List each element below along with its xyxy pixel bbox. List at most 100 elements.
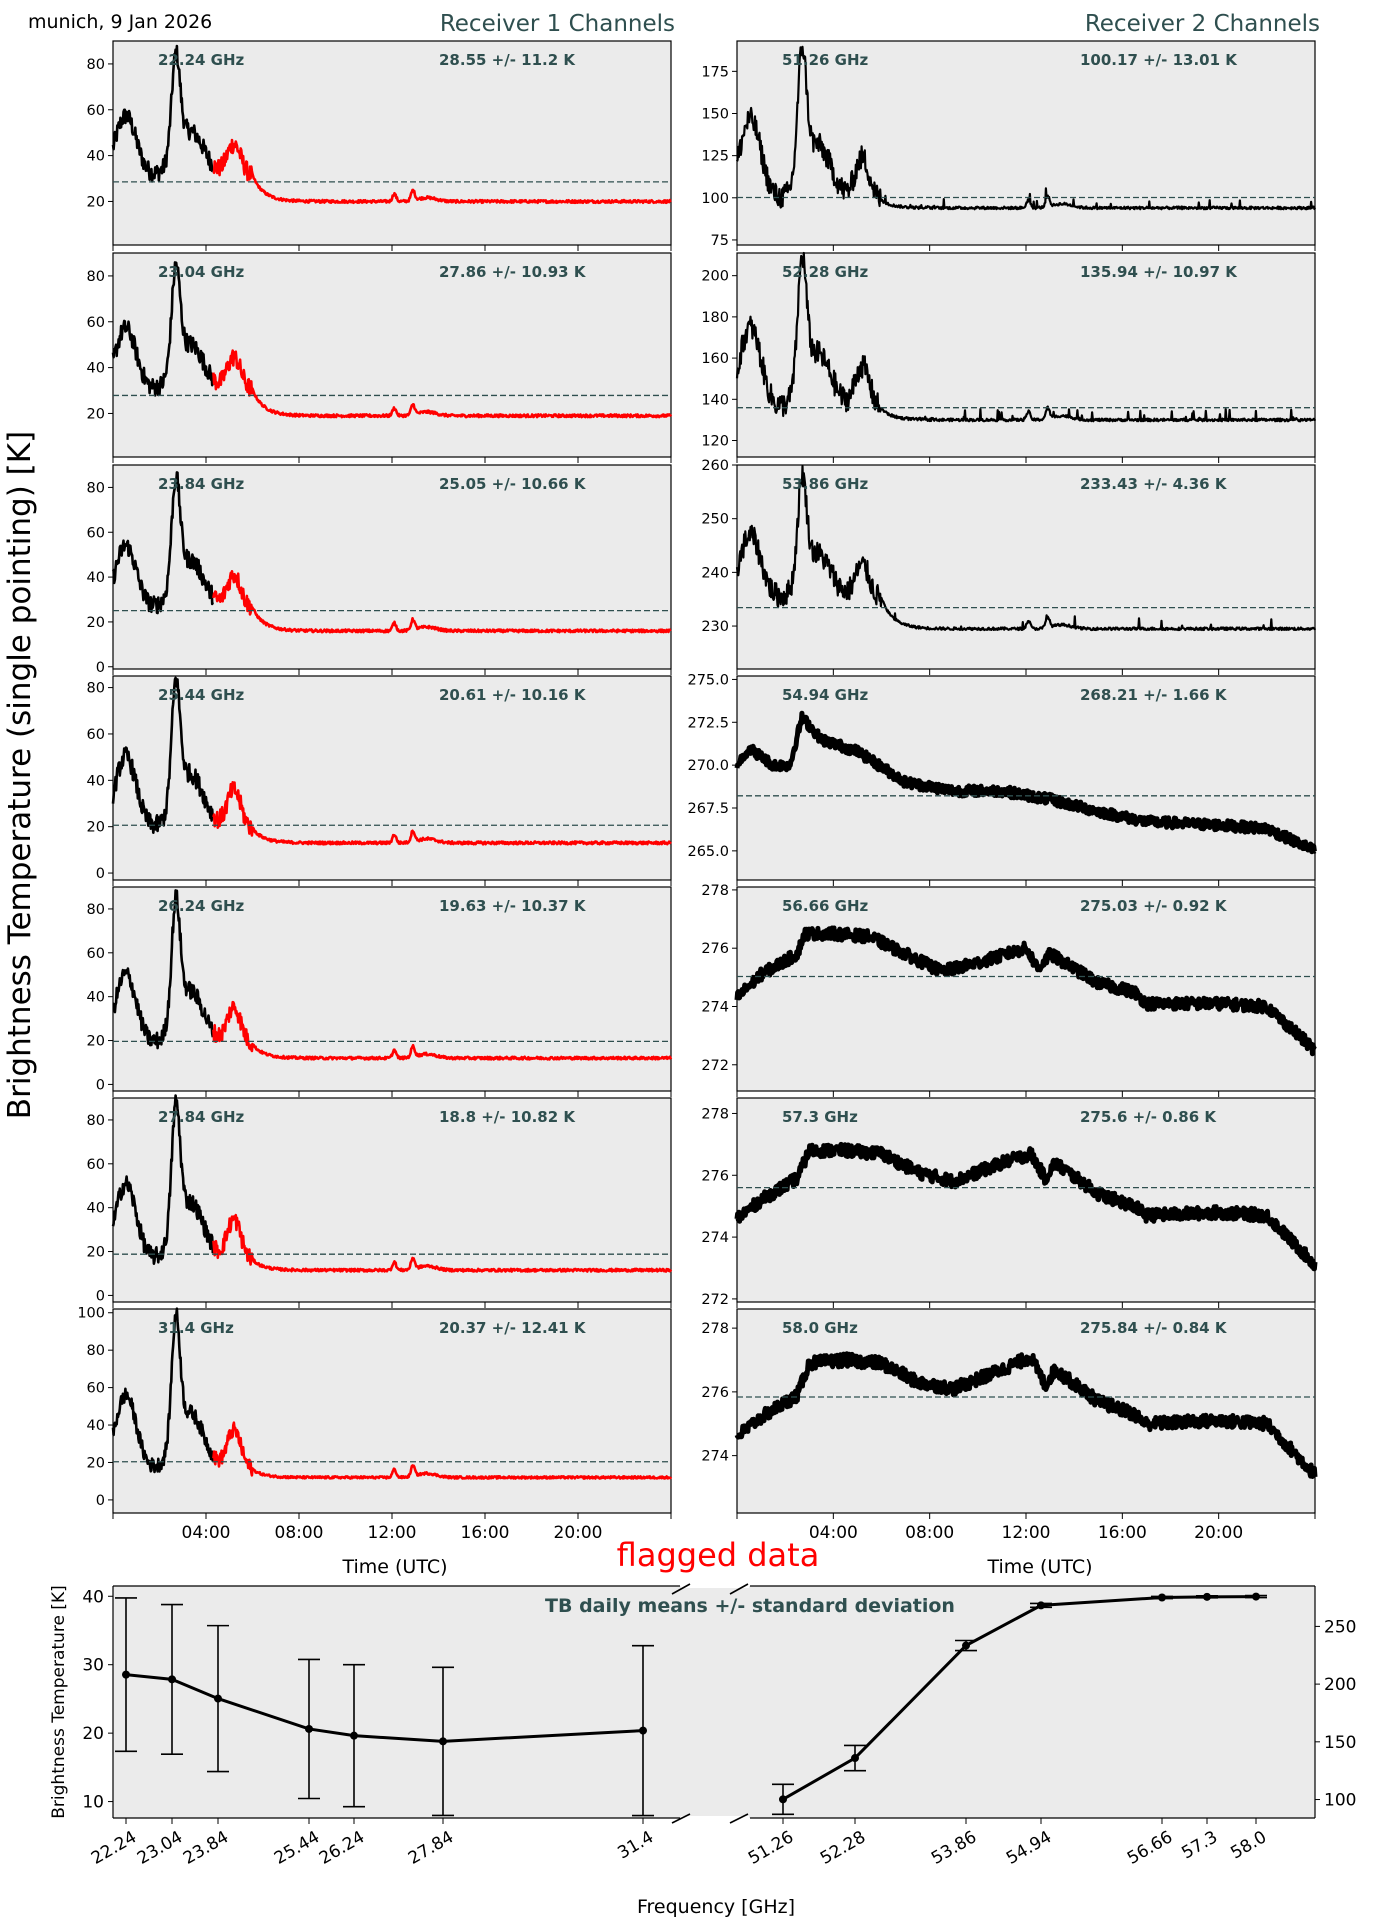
axis-break-mark bbox=[729, 1583, 749, 1595]
receiver1-panels: 20 40 60 80 22.24 GHz 28.55 +/- 11.2 K 20 40 60 8… bbox=[77, 40, 673, 1543]
y-tick-label: 60 bbox=[87, 525, 105, 541]
summary-title: TB daily means +/- standard deviation bbox=[545, 1595, 955, 1617]
y-tick-label: 20 bbox=[82, 1724, 104, 1744]
timeseries-panel: 0 20 40 60 80 26.24 GHz 19.63 +/- 10.37 K bbox=[87, 886, 673, 1097]
mean-marker bbox=[168, 1675, 176, 1684]
flagged-data-series bbox=[212, 138, 672, 205]
y-tick-label: 20 bbox=[87, 194, 105, 210]
channel-frequency-label: 51.26 GHz bbox=[782, 51, 869, 69]
channel-frequency-label: 26.24 GHz bbox=[158, 897, 245, 915]
mean-marker bbox=[1037, 1601, 1045, 1610]
panel-background bbox=[736, 1097, 1316, 1303]
summary-ylabel: Brightness Temperature [K] bbox=[49, 1585, 69, 1818]
mean-marker bbox=[779, 1795, 787, 1804]
y-tick-label: 20 bbox=[87, 1034, 105, 1050]
panel-background bbox=[112, 464, 672, 670]
y-tick-label: 100 bbox=[1324, 1791, 1356, 1811]
panel-background bbox=[112, 675, 672, 881]
y-tick-label: 175 bbox=[701, 64, 729, 80]
y-tick-label: 20 bbox=[87, 820, 105, 836]
y-tick-label: 20 bbox=[87, 1245, 105, 1261]
y-tick-label: 40 bbox=[87, 1418, 105, 1434]
y-tick-label: 274 bbox=[701, 1449, 729, 1465]
channel-stats-label: 28.55 +/- 11.2 K bbox=[439, 51, 576, 69]
timeseries-panel: 75 100 125 150 175 51.26 GHz 100.17 +/- 13.01 … bbox=[701, 40, 1317, 251]
y-tick-label: 278 bbox=[701, 883, 729, 899]
y-tick-label: 40 bbox=[87, 773, 105, 789]
channel-stats-label: 275.84 +/- 0.84 K bbox=[1080, 1319, 1228, 1337]
y-tick-label: 276 bbox=[701, 1168, 729, 1184]
channel-frequency-label: 57.3 GHz bbox=[782, 1108, 858, 1126]
timeseries-panel: 274 276 278 04:00 08:00 12:00 16:00 20:00 58.0 G… bbox=[701, 1308, 1318, 1543]
y-tick-label: 100 bbox=[77, 1306, 105, 1322]
x-tick-label: 08:00 bbox=[275, 1523, 324, 1543]
global-ylabel: Brightness Temperature (single pointing)… bbox=[2, 431, 38, 1119]
y-tick-label: 270.0 bbox=[687, 758, 729, 774]
x-tick-label: 12:00 bbox=[368, 1523, 417, 1543]
x-tick-label: 54.94 bbox=[1003, 1827, 1055, 1869]
y-tick-label: 150 bbox=[1324, 1733, 1356, 1753]
channel-stats-label: 233.43 +/- 4.36 K bbox=[1080, 475, 1228, 493]
good-data-series bbox=[111, 1094, 215, 1265]
mean-marker bbox=[305, 1724, 313, 1733]
y-tick-label: 250 bbox=[1324, 1617, 1356, 1637]
flagged-data-series bbox=[212, 781, 672, 846]
x-tick-label: 52.28 bbox=[817, 1827, 869, 1869]
y-tick-label: 40 bbox=[87, 149, 105, 165]
mean-marker bbox=[1252, 1592, 1260, 1601]
y-tick-label: 278 bbox=[701, 1321, 729, 1337]
x-tick-label: 58.0 bbox=[1227, 1827, 1270, 1863]
channel-stats-label: 275.03 +/- 0.92 K bbox=[1080, 897, 1228, 915]
good-data-series bbox=[111, 676, 215, 834]
channel-frequency-label: 53.86 GHz bbox=[782, 475, 869, 493]
y-tick-label: 100 bbox=[701, 191, 729, 207]
y-tick-label: 240 bbox=[701, 565, 729, 581]
panel-background bbox=[736, 675, 1316, 881]
y-tick-label: 150 bbox=[701, 106, 729, 122]
channel-frequency-label: 23.84 GHz bbox=[158, 475, 245, 493]
good-data-series bbox=[111, 1307, 215, 1474]
y-tick-label: 60 bbox=[87, 946, 105, 962]
channel-stats-label: 20.37 +/- 12.41 K bbox=[439, 1319, 587, 1337]
y-tick-label: 75 bbox=[711, 233, 729, 249]
x-tick-label: 12:00 bbox=[1002, 1523, 1051, 1543]
flagged-data-series bbox=[212, 570, 672, 634]
panel-background bbox=[112, 252, 672, 458]
mean-marker bbox=[1203, 1592, 1211, 1601]
y-tick-label: 272.5 bbox=[687, 715, 729, 731]
channel-stats-label: 268.21 +/- 1.66 K bbox=[1080, 686, 1228, 704]
y-tick-label: 260 bbox=[701, 458, 729, 474]
channel-stats-label: 18.8 +/- 10.82 K bbox=[439, 1108, 576, 1126]
y-tick-label: 80 bbox=[87, 1343, 105, 1359]
receiver2-title: Receiver 2 Channels bbox=[1085, 11, 1320, 37]
y-tick-label: 276 bbox=[701, 1385, 729, 1401]
mean-marker bbox=[439, 1737, 447, 1746]
timeseries-panel: 0 20 40 60 80 100 04:00 08:00 12:00 16:00 20:00 31.… bbox=[77, 1306, 673, 1543]
y-tick-label: 60 bbox=[87, 727, 105, 743]
good-data-series bbox=[111, 44, 214, 183]
channel-frequency-label: 25.44 GHz bbox=[158, 686, 245, 704]
y-tick-label: 276 bbox=[701, 941, 729, 957]
good-data-series bbox=[735, 465, 1317, 632]
channel-stats-label: 135.94 +/- 10.97 K bbox=[1080, 263, 1238, 281]
channel-frequency-label: 22.24 GHz bbox=[158, 51, 245, 69]
axis-break-gap-fill bbox=[681, 1588, 749, 1816]
axis-break-mark bbox=[671, 1583, 691, 1595]
flagged-data-series bbox=[212, 1000, 673, 1061]
panel-background bbox=[112, 1308, 672, 1514]
good-data-series bbox=[734, 1141, 1318, 1272]
y-tick-label: 0 bbox=[96, 1493, 105, 1509]
good-data-series bbox=[734, 710, 1317, 855]
y-tick-label: 40 bbox=[87, 1201, 105, 1217]
good-data-series bbox=[735, 45, 1317, 211]
x-tick-label: 26.24 bbox=[316, 1827, 368, 1869]
channel-stats-label: 100.17 +/- 13.01 K bbox=[1080, 51, 1238, 69]
receiver2-xlabel: Time (UTC) bbox=[986, 1556, 1092, 1578]
timeseries-panel: 20 40 60 80 22.24 GHz 28.55 +/- 11.2 K bbox=[87, 40, 672, 251]
mean-marker bbox=[214, 1694, 222, 1703]
channel-frequency-label: 58.0 GHz bbox=[782, 1319, 858, 1337]
location-date-label: munich, 9 Jan 2026 bbox=[28, 11, 212, 33]
y-tick-label: 180 bbox=[701, 310, 729, 326]
